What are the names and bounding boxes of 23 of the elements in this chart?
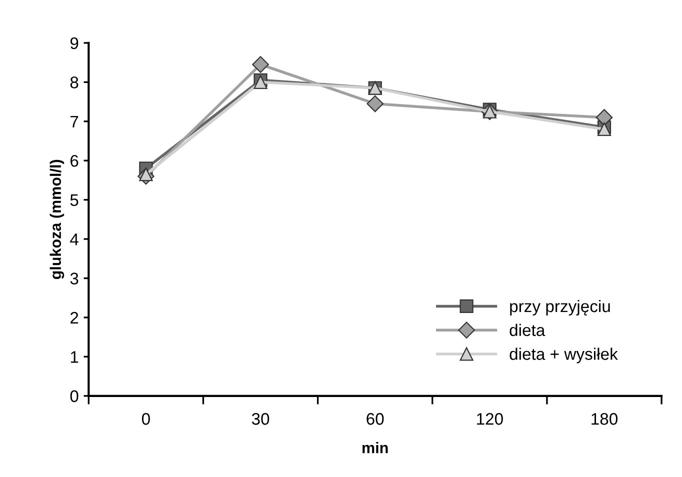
- x-tick-label: 30: [252, 413, 270, 425]
- x-tick-label: 0: [142, 413, 150, 425]
- x-tick-label: 180: [592, 413, 618, 425]
- y-tick-label: 8: [70, 76, 78, 88]
- x-tick-label: 120: [477, 413, 503, 425]
- legend-label: dieta: [510, 324, 546, 336]
- y-tick-label: 4: [70, 234, 78, 246]
- x-axis-title: min: [362, 442, 388, 454]
- y-tick-label: 0: [70, 390, 78, 402]
- y-tick-label: 2: [70, 312, 78, 324]
- y-tick-label: 5: [70, 194, 78, 206]
- y-tick-label: 9: [70, 37, 78, 50]
- point: [252, 56, 269, 73]
- y-tick-label: 3: [70, 272, 78, 284]
- x-tick-label: 60: [366, 413, 384, 425]
- legend-label: przy przyjęciu: [510, 300, 610, 316]
- y-tick-label: 1: [70, 351, 78, 363]
- point: [596, 109, 613, 126]
- y-tick-label: 7: [70, 116, 78, 128]
- y-axis-title: glukoza (mmol/l): [50, 160, 64, 280]
- y-tick-label: 6: [70, 154, 78, 167]
- point: [366, 95, 384, 112]
- legend-label: dieta + wysiłek: [510, 348, 618, 364]
